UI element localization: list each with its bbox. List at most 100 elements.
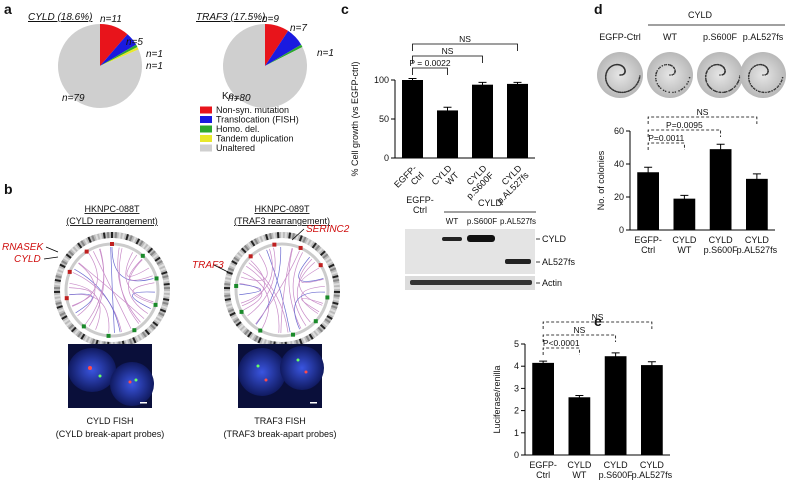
cnv-block xyxy=(154,276,159,281)
colony xyxy=(618,64,621,66)
sv-link xyxy=(298,258,323,306)
cnv-block xyxy=(234,283,239,288)
chromosome-band xyxy=(229,311,236,317)
colony xyxy=(607,84,609,86)
colony xyxy=(759,63,762,66)
colony xyxy=(672,91,674,94)
sv-link xyxy=(118,248,140,324)
colony xyxy=(704,75,707,78)
colony xyxy=(688,76,691,79)
colony xyxy=(762,64,764,66)
colony xyxy=(658,85,661,88)
panel-label: b xyxy=(4,181,13,197)
colony-header: CYLD xyxy=(688,10,713,20)
bar xyxy=(641,365,663,455)
colony xyxy=(723,91,726,94)
chromosome-band xyxy=(268,233,273,240)
bar xyxy=(637,172,659,230)
colony xyxy=(605,74,607,76)
colony xyxy=(668,91,670,94)
chromosome-band xyxy=(231,315,238,320)
chromosome-band xyxy=(329,267,337,272)
comparison-label: NS xyxy=(697,107,709,117)
colony xyxy=(614,90,616,92)
sv-link xyxy=(132,282,155,304)
comparison-label: P=0.0095 xyxy=(666,120,703,130)
colony xyxy=(710,88,713,90)
chromosome-band xyxy=(308,240,314,247)
slice-label: n=1 xyxy=(317,48,334,59)
colony xyxy=(725,90,728,93)
legend-label: Translocation (FISH) xyxy=(216,115,299,125)
pie-slice xyxy=(265,30,302,66)
colony xyxy=(736,83,738,85)
legend-swatch xyxy=(200,125,212,133)
colony xyxy=(724,71,726,74)
cnv-block xyxy=(325,295,330,300)
sv-link xyxy=(296,261,316,323)
colony xyxy=(629,89,632,91)
cnv-block xyxy=(291,332,296,337)
circos-inner xyxy=(234,242,330,338)
x-tick-label: EGFP-Ctrl xyxy=(529,460,557,480)
chromosome-band xyxy=(265,233,269,241)
y-tick-label: 0 xyxy=(514,450,519,460)
colony xyxy=(622,73,624,76)
y-tick-label: 0 xyxy=(619,225,624,235)
sv-link xyxy=(240,248,273,304)
circos-plots xyxy=(54,232,340,348)
error-bar xyxy=(478,81,487,88)
colony xyxy=(624,69,626,72)
chromosome-band xyxy=(54,294,61,298)
colony xyxy=(714,63,717,66)
chromosome-band xyxy=(308,333,314,340)
colony xyxy=(731,88,734,90)
colony xyxy=(606,82,608,84)
cnv-block xyxy=(132,328,137,333)
blot-header: CYLD xyxy=(478,198,503,208)
cnv-block xyxy=(313,319,318,324)
colony xyxy=(749,70,752,72)
comparison-label: P=0.0011 xyxy=(648,133,684,143)
bar xyxy=(709,149,732,230)
chromosome-band xyxy=(132,236,137,243)
chromosome-band xyxy=(54,278,61,282)
fish-image xyxy=(68,344,154,408)
colony xyxy=(669,74,671,76)
colony xyxy=(759,90,761,93)
colony xyxy=(635,83,638,86)
chromosome-band xyxy=(243,329,250,336)
pie-slice xyxy=(222,24,307,108)
chromosome-band xyxy=(128,338,133,345)
chromosome-band xyxy=(135,335,141,342)
sv-link xyxy=(111,246,154,282)
sv-link xyxy=(69,293,93,314)
chromosome-band xyxy=(227,267,235,272)
colony-lane: EGFP-Ctrl xyxy=(599,32,641,42)
chromosome-band xyxy=(250,333,256,340)
slice-label: n=1 xyxy=(146,61,163,72)
colony xyxy=(747,74,750,77)
error-bar xyxy=(513,81,522,86)
chromosome-band xyxy=(158,311,165,317)
band-label: Actin xyxy=(542,278,562,288)
chromosome-band xyxy=(57,267,65,272)
chromosome-band xyxy=(319,324,326,330)
panel-label: c xyxy=(341,1,349,17)
pie-title: TRAF3 (17.5%) xyxy=(196,12,265,23)
sv-link xyxy=(248,262,289,333)
colony xyxy=(704,77,707,80)
sv-link xyxy=(301,297,323,313)
chromosome-band xyxy=(159,308,167,313)
sv-link xyxy=(288,248,302,329)
chromosome-band xyxy=(77,242,83,249)
chromosome-band xyxy=(333,278,340,282)
colony xyxy=(747,77,750,80)
colony xyxy=(632,87,635,89)
colony-lane: p.AL527fs xyxy=(743,32,784,42)
chromosome-band xyxy=(326,260,333,265)
sv-link xyxy=(117,247,141,323)
